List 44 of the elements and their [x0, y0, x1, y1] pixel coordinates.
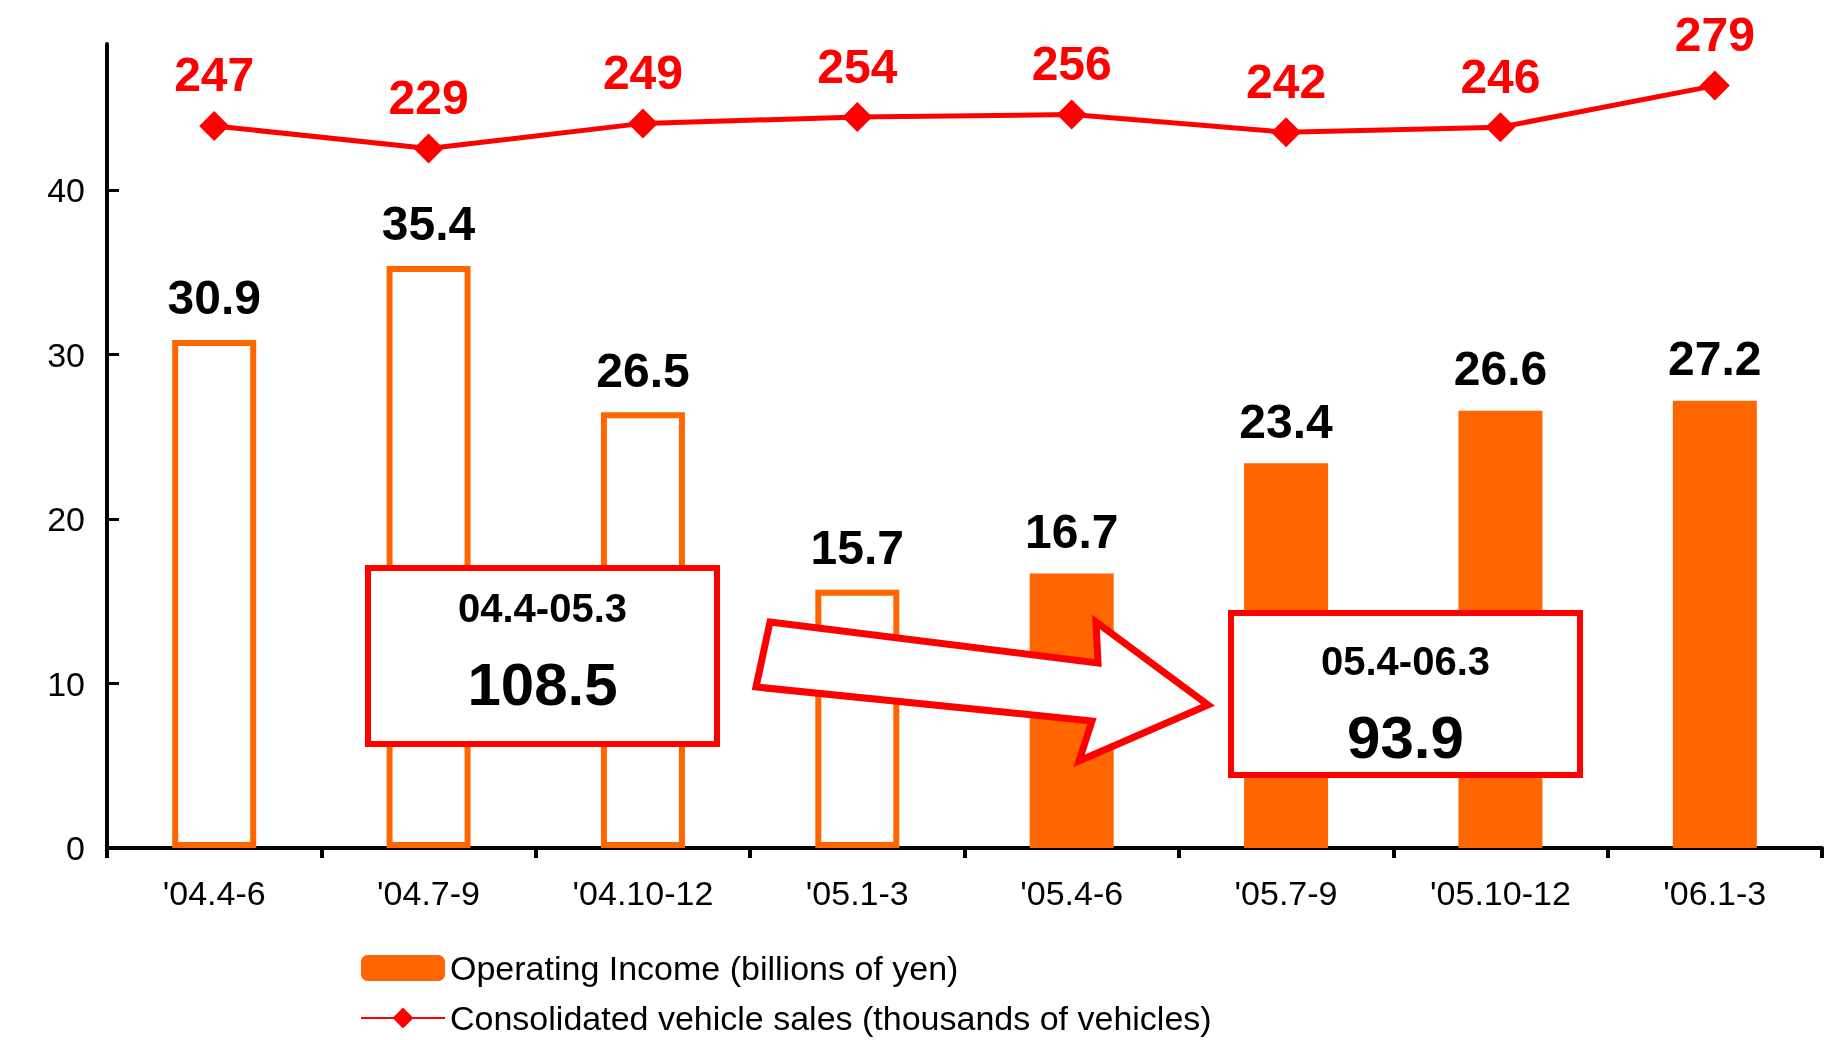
- annotation: 93.9: [1347, 703, 1464, 771]
- x-tick-label: '05.4-6: [1020, 874, 1124, 912]
- point: [1485, 112, 1516, 143]
- data-label: 26.6: [1453, 342, 1548, 396]
- point: [199, 110, 230, 141]
- data-label: 249: [602, 45, 683, 99]
- data-label: 242: [1246, 54, 1327, 108]
- point: [842, 102, 873, 133]
- legend-label: Consolidated vehicle sales (thousands of vehicles): [450, 999, 1212, 1037]
- point: [413, 133, 444, 164]
- x-tick-label: '05.7-9: [1234, 874, 1338, 912]
- x-tick-label: '05.10-12: [1430, 874, 1571, 912]
- data-label: 27.2: [1668, 332, 1762, 386]
- data-label: 256: [1031, 37, 1112, 91]
- y-tick-label: 30: [47, 335, 85, 374]
- data-label: 279: [1674, 8, 1755, 62]
- data-label: 246: [1460, 49, 1541, 103]
- data-label: 229: [388, 71, 469, 125]
- data-label: 254: [817, 39, 898, 93]
- x-tick-label: '05.1-3: [805, 874, 909, 912]
- x-tick-label: '04.10-12: [572, 874, 714, 912]
- annotation: 05.4-06.3: [1320, 639, 1491, 683]
- point: [1271, 117, 1302, 148]
- y-tick-label: 10: [47, 664, 85, 703]
- data-label: 30.9: [167, 271, 261, 325]
- data-label: 26.5: [596, 343, 690, 397]
- point: [1699, 70, 1730, 101]
- data-label: 35.4: [381, 197, 476, 251]
- y-tick-label: 20: [47, 500, 85, 539]
- legend-label: Operating Income (billions of yen): [450, 949, 959, 987]
- data-label: 23.4: [1239, 394, 1334, 448]
- data-label: 16.7: [1024, 504, 1119, 558]
- point: [1056, 99, 1087, 130]
- data-label: 15.7: [810, 521, 905, 575]
- annotation: 108.5: [467, 650, 618, 718]
- x-tick-label: '06.1-3: [1663, 874, 1767, 912]
- y-tick-label: 40: [47, 171, 85, 210]
- y-tick-label: 0: [66, 829, 85, 867]
- x-tick-label: '04.4-6: [162, 874, 266, 912]
- annotation: 04.4-05.3: [457, 586, 628, 630]
- data-label: 247: [174, 48, 255, 102]
- x-tick-label: '04.7-9: [377, 874, 481, 912]
- point: [627, 108, 658, 139]
- bar: [1672, 400, 1757, 848]
